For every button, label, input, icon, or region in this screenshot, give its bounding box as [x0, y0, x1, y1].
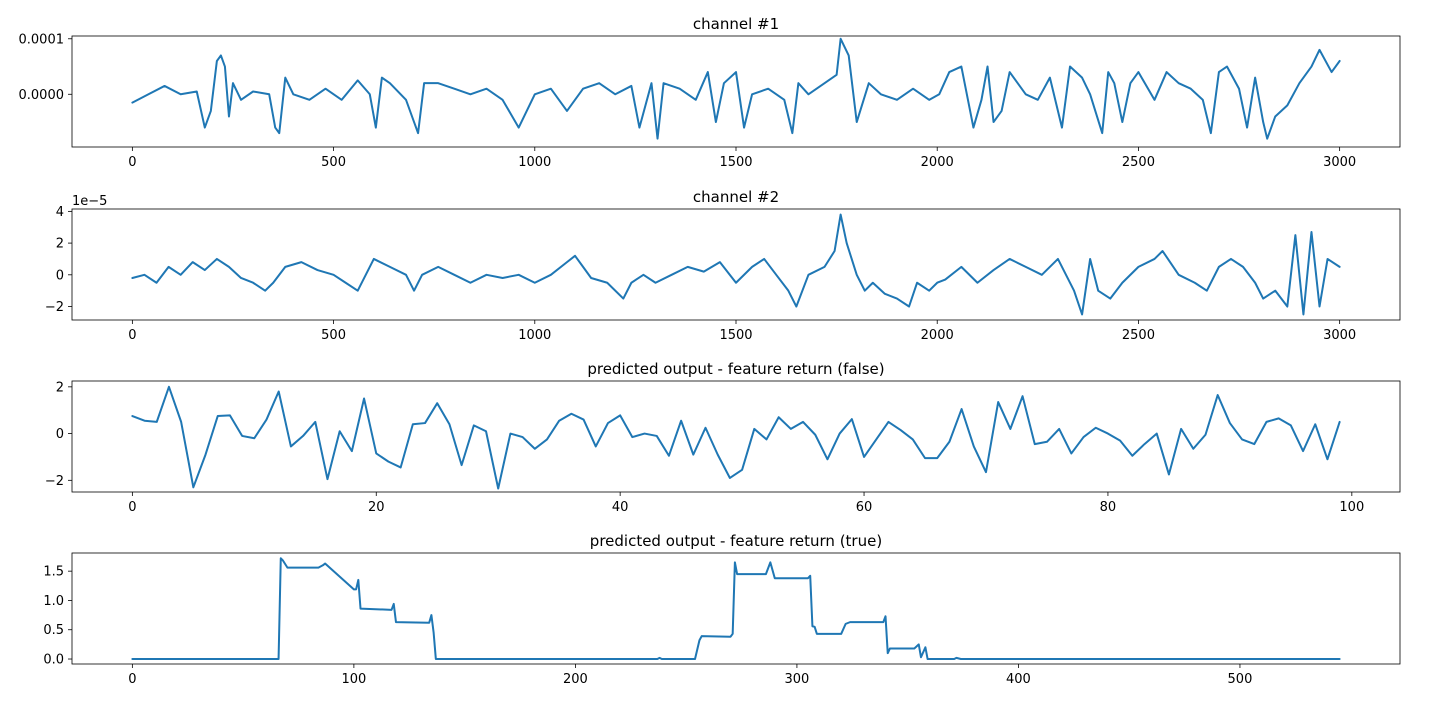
y-tick-label: 1.0 [43, 594, 64, 609]
axes-frame [71, 552, 1401, 665]
x-tick-label: 0 [128, 328, 136, 343]
y-tick-label: 0.0 [43, 653, 64, 668]
y-tick-label: 2 [56, 237, 64, 252]
x-tick-label: 60 [856, 500, 873, 515]
y-tick-label: 2 [56, 380, 64, 395]
x-tick-label: 0 [128, 155, 136, 170]
subplot-title: channel #2 [693, 188, 779, 206]
x-tick-label: 2500 [1122, 155, 1155, 170]
x-tick-label: 500 [1228, 672, 1253, 687]
y-tick-label: 1.5 [43, 565, 64, 580]
x-tick-label: 3000 [1323, 328, 1356, 343]
axes-frame [71, 208, 1401, 321]
x-tick-label: 200 [563, 672, 588, 687]
x-tick-label: 80 [1100, 500, 1117, 515]
subplot-title: predicted output - feature return (true) [590, 532, 882, 550]
series-line [131, 213, 1341, 316]
x-tick-label: 0 [128, 500, 136, 515]
x-tick-label: 2000 [921, 328, 954, 343]
x-tick-label: 400 [1006, 672, 1031, 687]
y-tick-label: −2 [45, 474, 64, 489]
y-tick-label: 0.5 [43, 623, 64, 638]
x-tick-label: 1500 [719, 155, 752, 170]
x-tick-label: 100 [341, 672, 366, 687]
axes-frame [71, 35, 1401, 148]
axes-frame [71, 380, 1401, 493]
x-tick-label: 500 [321, 155, 346, 170]
subplot-1: channel #1 0 500 1000 1500 2000 2500 3000 0.0000… [19, 15, 1401, 170]
y-tick-label: 4 [56, 205, 64, 220]
x-tick-label: 1000 [518, 155, 551, 170]
y-tick-label: 0 [56, 268, 64, 283]
subplot-title: predicted output - feature return (false… [587, 360, 884, 378]
x-tick-label: 1000 [518, 328, 551, 343]
x-tick-label: 0 [128, 672, 136, 687]
x-tick-label: 100 [1339, 500, 1364, 515]
subplot-title: channel #1 [693, 15, 779, 33]
y-tick-label: 0.0001 [19, 32, 65, 47]
y-tick-label: −2 [45, 300, 64, 315]
y-tick-label: 0 [56, 427, 64, 442]
series-line [131, 385, 1341, 490]
subplot-2: channel #2 0 500 1000 1500 2000 2500 3000 −2 0 2 41… [45, 188, 1401, 343]
x-tick-label: 500 [321, 328, 346, 343]
x-tick-label: 300 [785, 672, 810, 687]
x-tick-label: 2000 [921, 155, 954, 170]
x-tick-label: 3000 [1323, 155, 1356, 170]
y-tick-label: 0.0000 [19, 88, 65, 103]
x-tick-label: 20 [368, 500, 385, 515]
x-tick-label: 1500 [719, 328, 752, 343]
x-tick-label: 2500 [1122, 328, 1155, 343]
subplot-3: predicted output - feature return (false… [45, 360, 1401, 515]
series-line [131, 557, 1341, 661]
y-offset-label: 1e−5 [72, 194, 107, 209]
x-tick-label: 40 [612, 500, 629, 515]
series-line [131, 37, 1341, 140]
subplot-4: predicted output - feature return (true)… [43, 532, 1401, 687]
